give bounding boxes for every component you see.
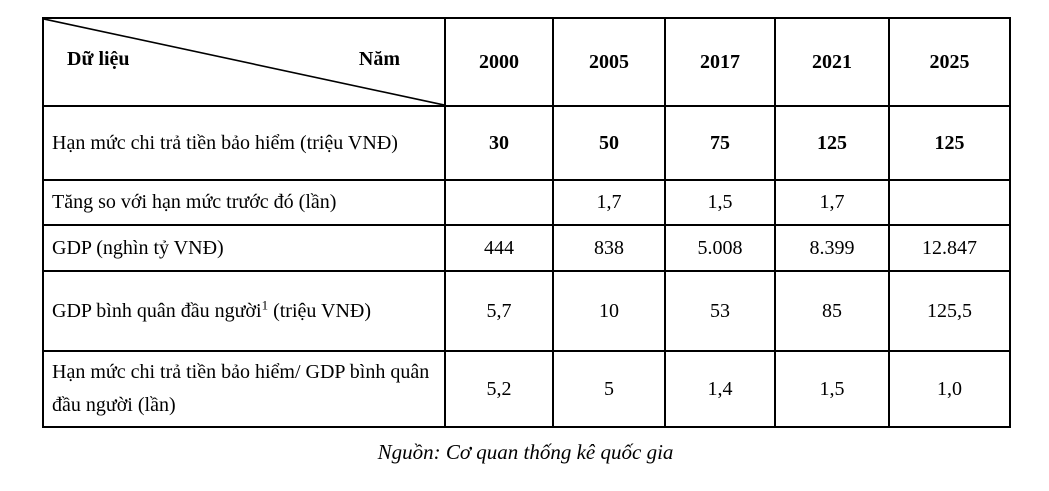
year-header: 2005 [552,17,666,107]
year-header: 2000 [444,17,554,107]
row-label: Hạn mức chi trả tiền bảo hiểm (triệu VNĐ… [42,105,446,181]
table-row: Hạn mức chi trả tiền bảo hiểm/ GDP bình … [42,350,1011,428]
corner-year-label: Năm [358,48,400,70]
value-cell: 8.399 [774,224,890,272]
insurance-gdp-table: Dữ liệu Năm 2000 2005 2017 2021 2025 Hạn… [42,17,1011,428]
value-cell: 1,4 [664,350,776,428]
year-header: 2021 [774,17,890,107]
year-header: 2025 [888,17,1011,107]
value-cell: 53 [664,270,776,352]
value-cell: 50 [552,105,666,181]
value-cell: 1,5 [774,350,890,428]
footnote-marker: 1 [261,296,269,312]
value-cell: 444 [444,224,554,272]
value-cell: 838 [552,224,666,272]
row-label: GDP (nghìn tỷ VNĐ) [42,224,446,272]
table-row: GDP (nghìn tỷ VNĐ) 444 838 5.008 8.399 1… [42,224,1011,272]
value-cell: 125 [888,105,1011,181]
row-label: GDP bình quân đầu người1 (triệu VNĐ) [42,270,446,352]
value-cell: 85 [774,270,890,352]
table-header-row: Dữ liệu Năm 2000 2005 2017 2021 2025 [42,17,1011,107]
table-row: Hạn mức chi trả tiền bảo hiểm (triệu VNĐ… [42,105,1011,181]
table-row: GDP bình quân đầu người1 (triệu VNĐ) 5,7… [42,270,1011,352]
value-cell: 10 [552,270,666,352]
value-cell: 5.008 [664,224,776,272]
corner-header-cell: Dữ liệu Năm [42,17,446,107]
value-cell: 125,5 [888,270,1011,352]
value-cell: 1,0 [888,350,1011,428]
year-header: 2017 [664,17,776,107]
value-cell: 30 [444,105,554,181]
value-cell: 5 [552,350,666,428]
value-cell: 125 [774,105,890,181]
diagonal-divider-line [44,19,444,105]
value-cell [888,179,1011,226]
source-note: Nguồn: Cơ quan thống kê quốc gia [377,440,674,464]
row-label: Hạn mức chi trả tiền bảo hiểm/ GDP bình … [42,350,446,428]
value-cell: 12.847 [888,224,1011,272]
value-cell: 1,7 [552,179,666,226]
corner-data-label: Dữ liệu [67,48,130,70]
value-cell: 1,7 [774,179,890,226]
value-cell [444,179,554,226]
table-row: Tăng so với hạn mức trước đó (lần) 1,7 1… [42,179,1011,226]
row-label-text: (triệu VNĐ) [268,299,372,322]
value-cell: 5,2 [444,350,554,428]
row-label: Tăng so với hạn mức trước đó (lần) [42,179,446,226]
row-label-text: GDP bình quân đầu người [52,299,262,322]
value-cell: 75 [664,105,776,181]
value-cell: 5,7 [444,270,554,352]
value-cell: 1,5 [664,179,776,226]
